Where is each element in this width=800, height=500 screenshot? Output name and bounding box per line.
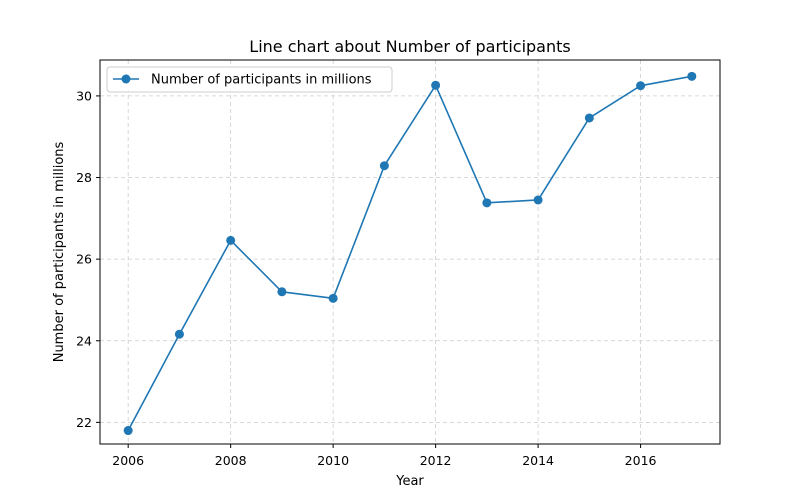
y-tick-label: 30 [76, 88, 92, 103]
x-tick-label: 2016 [625, 453, 657, 468]
data-point [687, 71, 697, 81]
data-point [277, 287, 287, 297]
data-point [328, 293, 338, 303]
legend-marker-swatch [121, 74, 131, 84]
x-tick-label: 2006 [112, 453, 144, 468]
grid [100, 60, 720, 444]
plot-area-frame [99, 59, 721, 445]
data-point [174, 329, 184, 339]
axis-ticks: 2006 2008 2010 2012 2014 2016 22 24 26 28 30 [76, 88, 656, 468]
x-tick-label: 2014 [522, 453, 554, 468]
legend-entry-label: Number of participants in millions [151, 73, 372, 88]
data-point [636, 81, 646, 91]
x-axis-label: Year [395, 474, 424, 489]
y-axis-label: Number of participants in millions [52, 141, 67, 362]
y-tick-label: 26 [76, 252, 92, 267]
data-point [482, 198, 492, 208]
legend: Number of participants in millions [106, 66, 393, 93]
x-tick-label: 2008 [215, 453, 247, 468]
y-tick-label: 22 [76, 415, 92, 430]
data-point [431, 80, 441, 90]
data-point [379, 161, 389, 171]
chart-title: Line chart about Number of participants [249, 37, 570, 56]
data-point [584, 113, 594, 123]
data-point [533, 195, 543, 205]
y-tick-label: 24 [76, 333, 92, 348]
series-layer [123, 71, 697, 436]
legend-box [106, 66, 393, 93]
data-point [123, 426, 133, 436]
y-tick-label: 28 [76, 170, 92, 185]
data-point [226, 235, 236, 245]
x-tick-label: 2012 [420, 453, 452, 468]
series-line [127, 75, 692, 431]
x-tick-label: 2010 [317, 453, 349, 468]
